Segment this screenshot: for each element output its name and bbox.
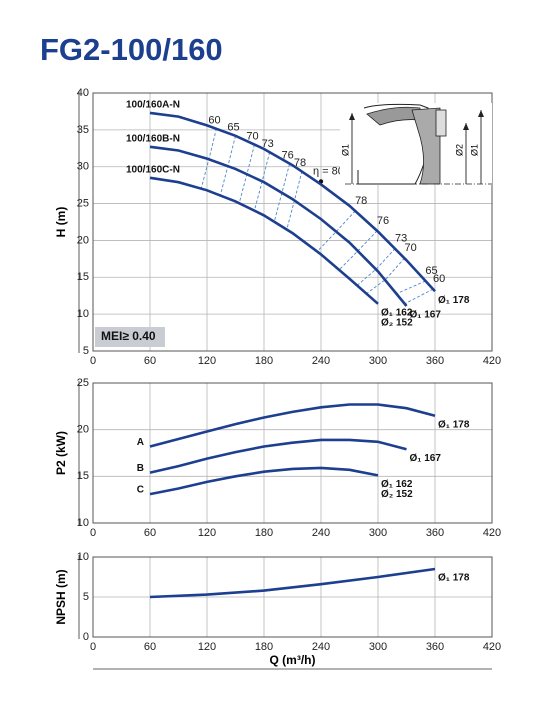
x-tick-label: 0 [90,355,96,367]
x-tick-label: 180 [255,641,273,653]
y-axis-title: P2 (kW) [54,431,68,475]
curve-end-label: Ø₁ 162 [381,307,413,318]
curve [149,111,436,293]
efficiency-label: 76 [377,215,389,227]
curve [149,145,408,307]
x-tick-label: 300 [369,355,387,367]
dimension-label: Ø2 [454,144,464,156]
x-tick-label: 240 [312,527,330,539]
annotation-box [95,327,165,347]
efficiency-curve [404,288,434,305]
series-label: 100/160C-N [126,164,180,175]
y-tick-label: 0 [83,631,89,643]
efficiency-label: 70 [246,131,258,143]
curve-end-label: Ø₁ 178 [438,295,470,306]
y-tick-label: 20 [77,234,89,246]
x-tick-label: 60 [144,355,156,367]
x-tick-label: 120 [198,355,216,367]
x-tick-label: 360 [426,527,444,539]
y-tick-label: 25 [77,377,89,389]
dimension-arrow [478,110,484,117]
curve [149,567,436,599]
efficiency-label: 60 [433,273,445,285]
x-tick-label: 360 [426,355,444,367]
curve-end-label: Ø₁ 178 [438,419,470,430]
y-tick-label: 40 [77,87,89,99]
page-title: FG2-100/160 [40,32,223,67]
series-label: 100/160A-N [126,100,180,111]
curve-end-label: Ø₁ 178 [438,573,470,584]
efficiency-label: 73 [262,138,274,150]
series-label: 100/160B-N [126,133,180,144]
y-tick-label: 15 [77,470,89,482]
impeller-diagram: Ø1 Ø2 Ø1 [340,103,492,185]
curve-end-label: Ø₁ 162 [381,479,413,490]
shaft-collar [435,109,447,137]
x-axis-title: Q (m³/h) [270,653,316,667]
x-tick-label: 180 [255,527,273,539]
y-tick-label: 35 [77,124,89,136]
y-tick-label: 10 [77,517,89,529]
plot-frame [92,556,493,638]
efficiency-curve [316,210,356,252]
y-tick-label: 5 [83,345,89,357]
x-tick-label: 240 [312,641,330,653]
y-tick-label: 10 [77,551,89,563]
x-tick-label: 300 [369,527,387,539]
efficiency-label: 60 [208,114,220,126]
curve [149,438,407,474]
x-tick-label: 420 [483,527,501,539]
x-tick-label: 120 [198,527,216,539]
x-tick-label: 360 [426,641,444,653]
y-tick-label: 20 [77,424,89,436]
plot-area [93,383,492,523]
curve [149,403,436,448]
efficiency-curve [396,280,426,294]
x-tick-label: 180 [255,355,273,367]
efficiency-label: 76 [282,150,294,162]
curve [149,176,379,305]
x-tick-label: 120 [198,641,216,653]
series-label: C [137,485,144,496]
x-tick-label: 0 [90,527,96,539]
plot-frame [92,92,493,352]
plot-frame [92,382,493,524]
y-tick-label: 5 [83,591,89,603]
curve-end-label: Ø₁ 167 [410,453,442,464]
y-tick-label: 30 [77,161,89,173]
efficiency-label: 73 [395,232,407,244]
dimension-label: Ø1 [469,144,479,156]
efficiency-label: 78 [355,195,367,207]
curve [149,466,379,496]
efficiency-label: 65 [425,265,437,277]
curve-end-label: Ø₂ 152 [381,489,413,500]
y-axis-title: H (m) [54,207,68,238]
y-tick-label: 25 [77,197,89,209]
y-tick-label: 15 [77,271,89,283]
annotation: MEI≥ 0.40 [101,329,156,343]
efficiency-label: 65 [227,122,239,134]
dimension-arrow [463,123,469,130]
series-label: B [137,463,144,474]
curve-end-label: Ø₂ 152 [381,317,413,328]
x-tick-label: 60 [144,641,156,653]
dimension-label: Ø1 [340,144,350,156]
x-tick-label: 0 [90,641,96,653]
x-tick-label: 60 [144,527,156,539]
dimension-arrow [349,113,355,120]
series-label: A [137,437,144,448]
efficiency-label: 78 [294,157,306,169]
y-axis-title: NPSH (m) [54,569,68,624]
x-tick-label: 420 [483,641,501,653]
y-tick-label: 10 [77,308,89,320]
x-tick-label: 240 [312,355,330,367]
x-tick-label: 300 [369,641,387,653]
x-tick-label: 420 [483,355,501,367]
curve-end-label: Ø₁ 167 [410,310,442,321]
efficiency-label: 70 [404,242,416,254]
